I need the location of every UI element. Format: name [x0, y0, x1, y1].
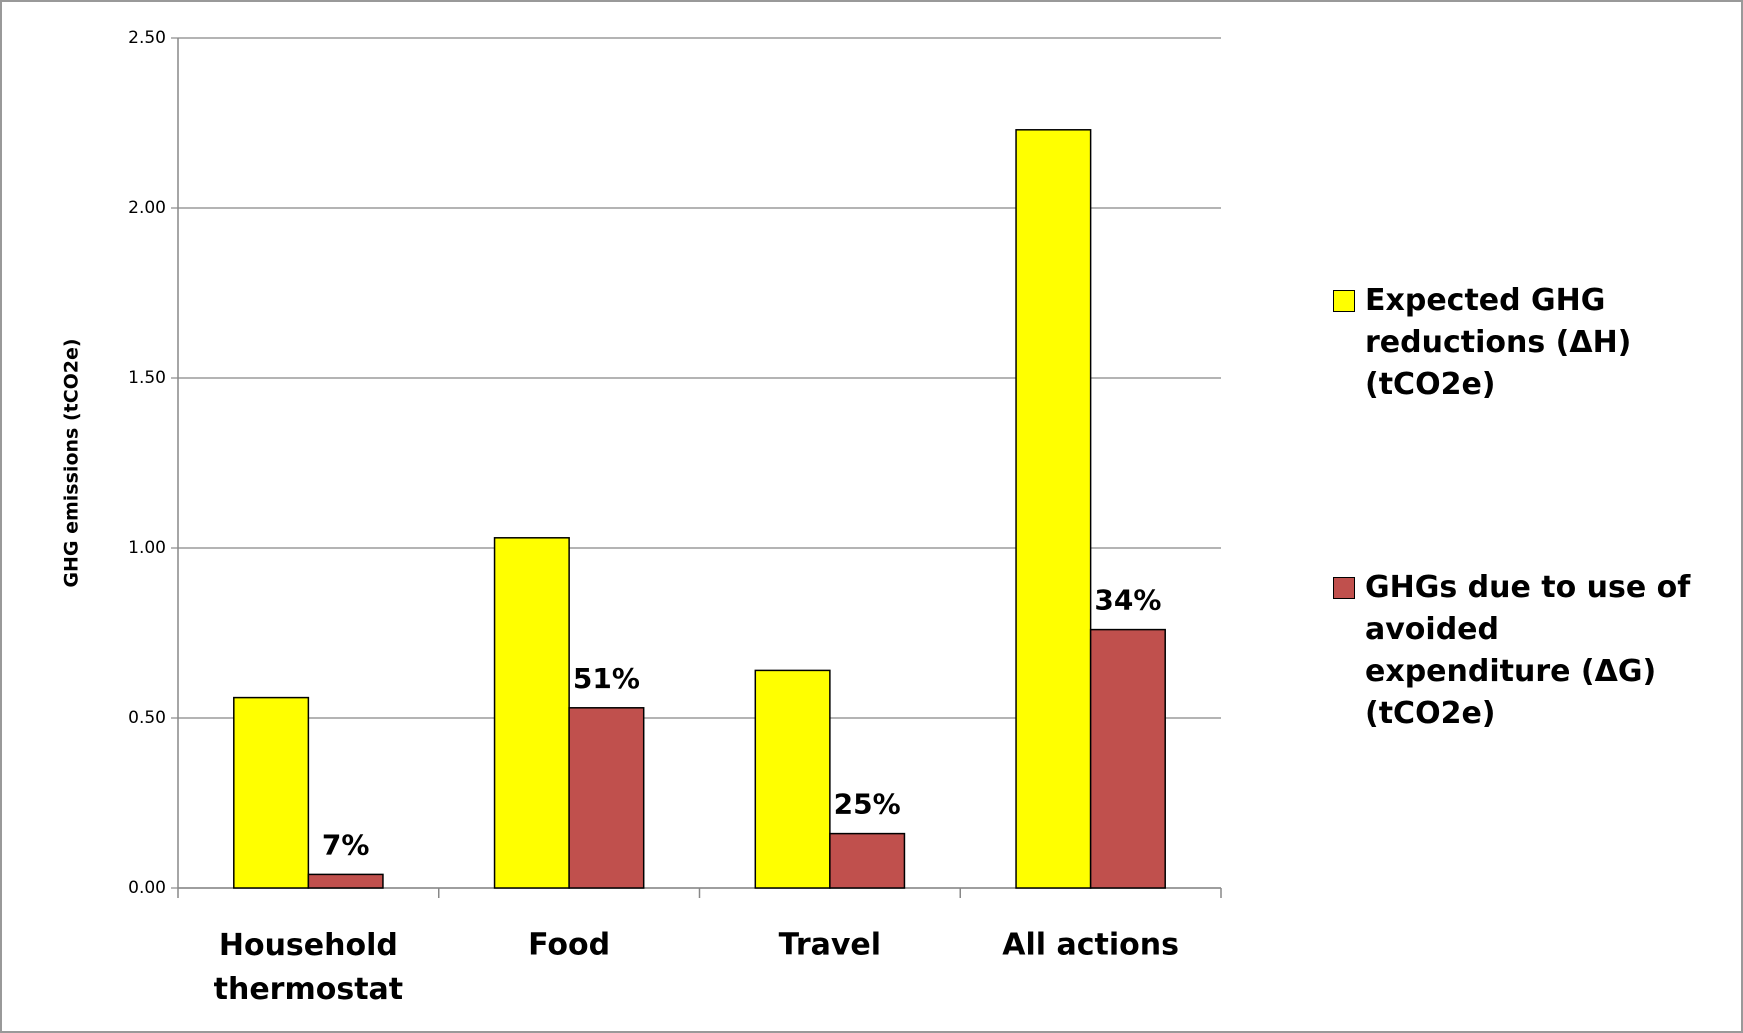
x-tick-label: Household thermostat [214, 928, 404, 1007]
y-tick-label: 0.00 [128, 878, 166, 898]
legend-item: GHGs due to use of avoided expenditure (… [1333, 567, 1695, 735]
annotation: 34% [1094, 584, 1161, 617]
y-axis-title: GHG emissions (tCO2e) [61, 338, 83, 587]
legend-item: Expected GHG reductions (ΔH) (tCO2e) [1333, 280, 1695, 406]
annotation: 51% [573, 662, 640, 695]
bar [233, 696, 310, 889]
annotation: 25% [834, 788, 901, 821]
y-tick-label: 1.50 [128, 368, 166, 388]
legend-label: Expected GHG reductions (ΔH) (tCO2e) [1365, 283, 1632, 402]
y-tick-label: 2.00 [128, 198, 166, 218]
bar [1015, 129, 1092, 889]
y-tick-label: 1.00 [128, 538, 166, 558]
bar [307, 873, 384, 889]
annotation: 7% [322, 828, 370, 861]
y-tick-label: 2.50 [128, 28, 166, 48]
bar [568, 707, 645, 889]
x-tick-label: Travel [779, 928, 881, 963]
bar [829, 832, 906, 889]
legend-swatch [1333, 290, 1355, 312]
y-tick-label: 0.50 [128, 708, 166, 728]
bar [493, 537, 570, 889]
x-tick-label: All actions [1002, 928, 1179, 963]
x-tick-label: Food [528, 928, 610, 963]
legend-label: GHGs due to use of avoided expenditure (… [1365, 570, 1691, 731]
bar [1089, 628, 1166, 889]
bar [754, 669, 831, 889]
legend-swatch [1333, 577, 1355, 599]
